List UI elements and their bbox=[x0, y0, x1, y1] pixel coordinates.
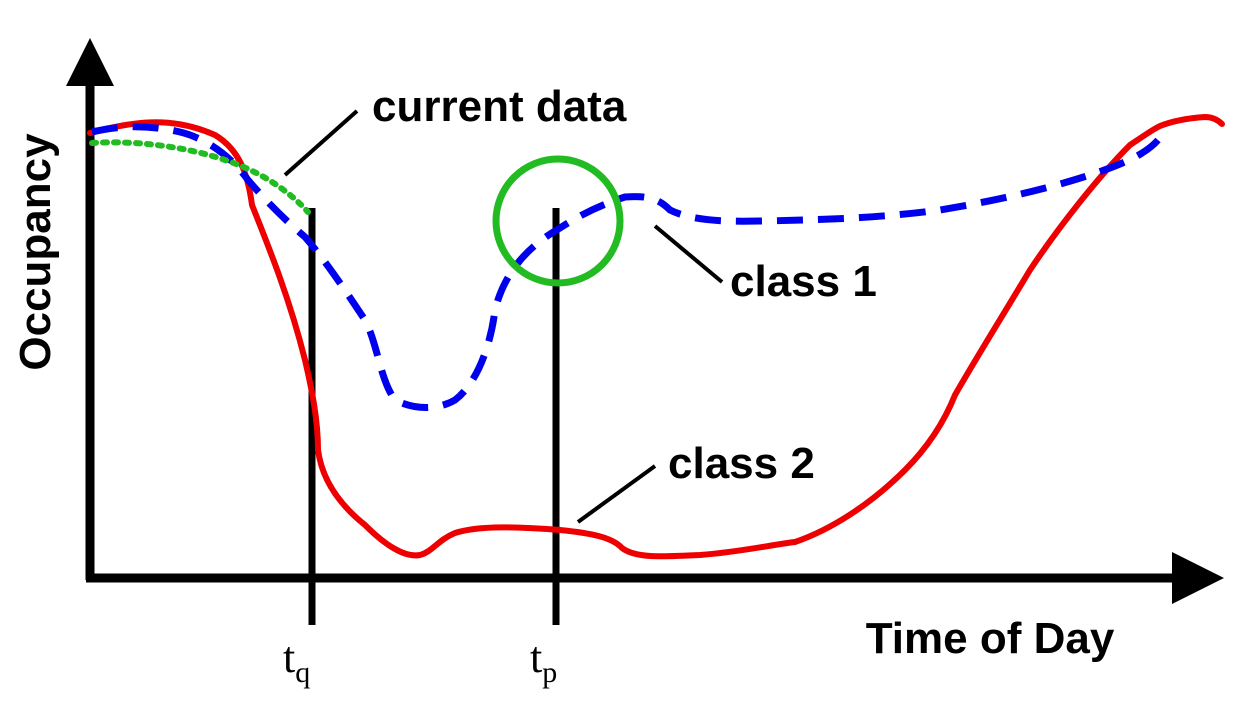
tp-label: tp bbox=[530, 633, 557, 689]
tp-label-base: t bbox=[530, 633, 542, 682]
tq-label: tq bbox=[283, 633, 310, 689]
class1-curve bbox=[91, 123, 1161, 411]
class2-label: class 2 bbox=[668, 439, 815, 488]
class1-leader bbox=[653, 224, 724, 284]
x-axis-arrowhead bbox=[1172, 552, 1224, 604]
tp-label-sub: p bbox=[542, 656, 557, 689]
current-data-curve bbox=[89, 139, 311, 215]
class1-label: class 1 bbox=[730, 257, 877, 306]
y-axis-label: Occupancy bbox=[11, 133, 60, 371]
x-axis-label: Time of Day bbox=[866, 614, 1115, 663]
highlight-circle bbox=[492, 155, 624, 287]
y-axis-arrowhead bbox=[66, 38, 114, 86]
class2-curve bbox=[87, 114, 1225, 560]
tq-label-sub: q bbox=[295, 656, 310, 689]
tq-label-base: t bbox=[283, 633, 295, 682]
current-data-leader bbox=[283, 109, 359, 177]
current-data-label: current data bbox=[372, 82, 627, 131]
class2-leader bbox=[576, 464, 657, 524]
